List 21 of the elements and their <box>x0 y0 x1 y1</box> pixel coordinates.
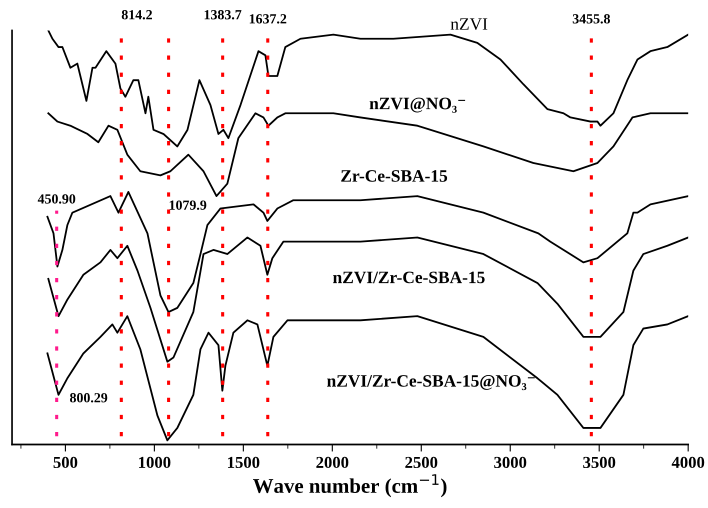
series-label: nZVI/Zr-Ce-SBA-15@NO₃⁻ <box>327 375 535 390</box>
ref-line-label: 3455.8 <box>572 14 610 24</box>
x-tick-label: 4000 <box>672 456 704 468</box>
series-label: nZVI@NO₃⁻ <box>370 98 466 113</box>
ref-line-label: 814.2 <box>122 10 152 20</box>
ref-line-label: 450.90 <box>38 194 76 204</box>
x-tick-label: 500 <box>54 456 78 468</box>
series-label: nZVI <box>450 18 488 30</box>
x-tick-label: 2500 <box>405 456 438 468</box>
series-label: Zr-Ce-SBA-15 <box>341 170 448 182</box>
x-tick-label: 1500 <box>228 456 260 468</box>
ref-line-label: 1637.2 <box>250 14 286 24</box>
x-tick-label: 2000 <box>316 456 348 468</box>
ref-line-label: 1383.7 <box>204 10 242 20</box>
x-axis-title: Wave number (cm$^{−1}$) <box>253 474 446 498</box>
ref-line-label: 1079.9 <box>170 200 206 210</box>
x-tick-label: 3000 <box>494 456 526 468</box>
x-tick-label: 1000 <box>139 456 170 468</box>
annotation: 800.29 <box>70 393 108 402</box>
x-tick-label: 3500 <box>583 456 616 468</box>
series-label: nZVI/Zr-Ce-SBA-15 <box>333 272 485 284</box>
